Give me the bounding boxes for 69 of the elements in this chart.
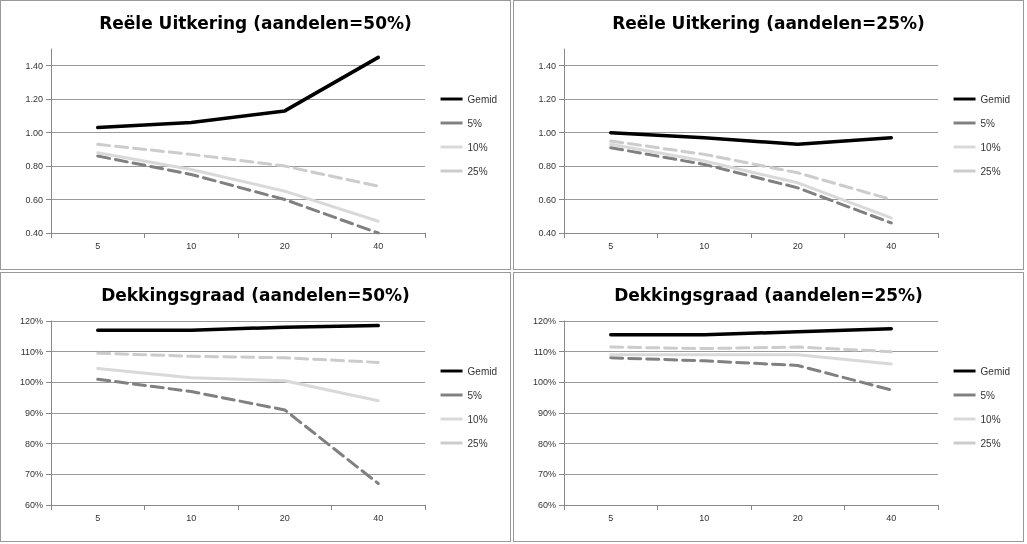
x-tick-label: 20	[279, 512, 290, 523]
chart-title: Dekkingsgraad (aandelen=50%)	[101, 284, 410, 305]
y-tick-label: 90%	[24, 408, 43, 418]
line-series	[96, 55, 380, 130]
y-tick-label: 100%	[532, 377, 556, 388]
line-series	[96, 151, 380, 223]
x-tick-label: 10	[186, 240, 197, 251]
y-tick-label: 0.40	[25, 228, 43, 238]
y-tick-label: 80%	[537, 438, 556, 449]
line-series	[609, 356, 893, 392]
x-tick-label: 10	[699, 512, 710, 523]
y-tick-label: 0.40	[538, 228, 556, 238]
y-tick-label: 1.40	[538, 60, 556, 71]
y-tick-label: 90%	[537, 408, 556, 418]
y-tick-label: 1.20	[25, 94, 43, 105]
x-tick-label: 40	[373, 240, 384, 251]
x-tick-label: 10	[699, 240, 710, 251]
legend-label: 25%	[980, 437, 1001, 449]
x-tick-label: 20	[279, 240, 290, 251]
y-tick-label: 0.80	[538, 161, 556, 172]
line-series	[96, 367, 380, 403]
legend-label: 25%	[980, 165, 1001, 177]
legend-label: 10%	[980, 413, 1001, 425]
line-series	[96, 351, 380, 364]
legend-label: 25%	[467, 165, 488, 177]
y-tick-label: 1.20	[538, 94, 556, 105]
y-tick-label: 0.60	[538, 194, 556, 205]
y-tick-label: 120%	[19, 316, 43, 326]
y-tick-label: 1.40	[25, 60, 43, 71]
y-tick-label: 80%	[24, 438, 43, 449]
legend-label: 5%	[467, 117, 483, 129]
chart-title: Dekkingsgraad (aandelen=25%)	[614, 284, 923, 305]
y-tick-label: 1.00	[25, 127, 43, 138]
y-tick-label: 60%	[537, 500, 556, 510]
legend-label: Gemid	[467, 93, 497, 105]
chart-title: Reële Uitkering (aandelen=50%)	[99, 12, 412, 33]
y-tick-label: 60%	[24, 500, 43, 510]
legend-label: Gemid	[980, 365, 1010, 377]
legend-label: 10%	[467, 141, 488, 153]
x-tick-label: 20	[792, 512, 803, 523]
line-series	[96, 377, 380, 486]
legend-label: 5%	[467, 389, 483, 401]
y-tick-label: 120%	[532, 316, 556, 326]
x-tick-label: 5	[608, 240, 614, 251]
x-tick-label: 10	[186, 512, 197, 523]
y-tick-label: 0.60	[25, 194, 43, 205]
y-tick-label: 110%	[533, 346, 556, 357]
legend-label: 5%	[980, 389, 996, 401]
legend-label: 10%	[467, 413, 488, 425]
legend-label: Gemid	[980, 93, 1010, 105]
x-tick-label: 40	[886, 512, 897, 523]
x-tick-label: 5	[95, 240, 101, 251]
x-tick-label: 40	[373, 512, 384, 523]
x-tick-label: 40	[886, 240, 897, 251]
x-tick-label: 20	[792, 240, 803, 251]
y-tick-label: 100%	[19, 377, 43, 388]
x-tick-label: 5	[95, 512, 101, 523]
legend-label: 10%	[980, 141, 1001, 153]
y-tick-label: 70%	[537, 469, 556, 480]
y-tick-label: 1.00	[538, 127, 556, 138]
chart-title: Reële Uitkering (aandelen=25%)	[612, 12, 925, 33]
x-tick-label: 5	[608, 512, 614, 523]
line-series	[96, 142, 380, 188]
y-tick-label: 70%	[24, 469, 43, 480]
legend-label: Gemid	[467, 365, 497, 377]
legend-label: 5%	[980, 117, 996, 129]
y-tick-label: 110%	[20, 346, 43, 357]
legend-label: 25%	[467, 437, 488, 449]
y-tick-label: 0.80	[25, 161, 43, 172]
